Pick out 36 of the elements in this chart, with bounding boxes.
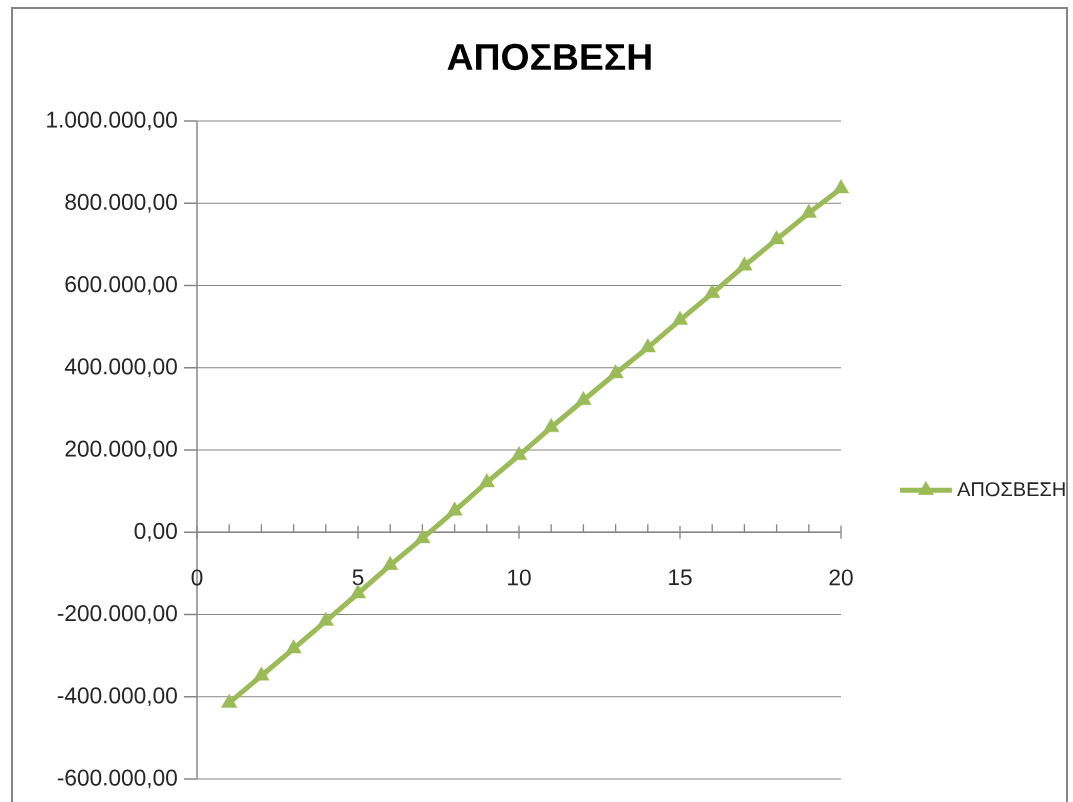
y-tick-label: 800.000,00 [65,193,177,213]
x-tick-label: 20 [829,569,853,586]
point [478,473,495,488]
x-tick-label: 15 [669,569,692,586]
point [350,584,366,599]
x-tick-label: 5 [352,569,364,586]
y-tick-label: -600.000,00 [57,769,177,789]
x-tick-label: 0 [191,569,203,586]
point [285,639,302,654]
y-tick-label: 600.000,00 [65,276,177,295]
point [607,364,624,379]
point [639,338,656,353]
point [446,501,463,516]
point [833,179,849,194]
point [253,666,270,681]
point [543,418,560,433]
point [800,203,817,218]
point [575,391,592,405]
chart-title: ΑΠΟΣΒΕΣΗ [447,43,651,71]
point [414,529,431,544]
y-tick-label: 400.000,00 [64,358,177,378]
x-tick-label: 10 [508,569,531,586]
legend-label: ΑΠΟΣΒΕΣΗ [957,482,1065,497]
point [221,693,238,708]
point [736,256,753,271]
point [317,611,334,626]
point [511,446,527,461]
y-tick-label: 1.000.000,00 [47,111,177,131]
y-tick-label: -400.000,00 [57,687,177,707]
point [672,310,688,325]
point [382,555,399,570]
y-tick-label: -200.000,00 [57,605,177,624]
point [768,230,785,245]
y-tick-label: 0,00 [134,522,177,542]
point [704,284,721,298]
y-tick-label: 200.000,00 [65,440,177,460]
